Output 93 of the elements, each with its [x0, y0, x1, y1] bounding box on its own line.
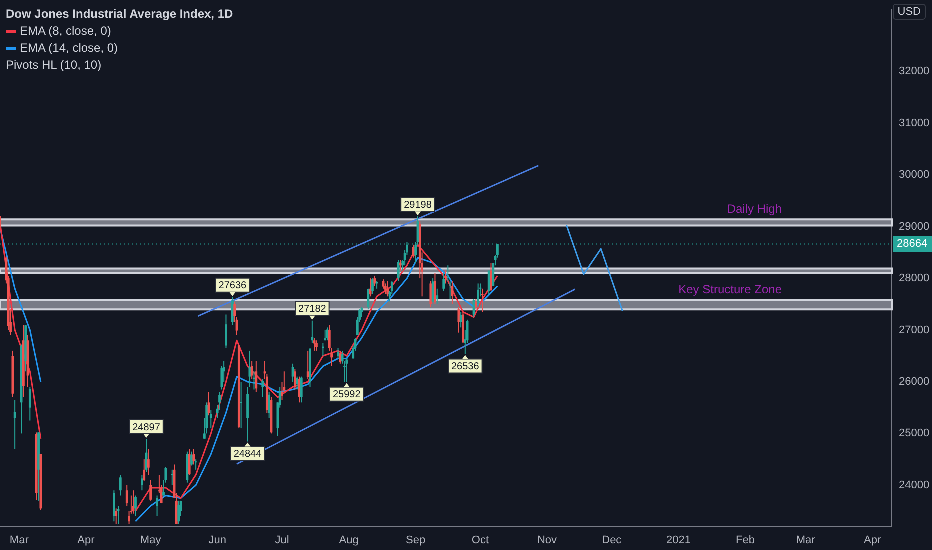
y-tick-label: 24000: [899, 479, 930, 492]
y-tick-label: 29000: [899, 220, 930, 233]
annotation: 27182: [298, 304, 327, 316]
annotation: 29198: [404, 200, 432, 211]
candlestick: [313, 338, 316, 352]
y-tick-label: 32000: [899, 66, 930, 78]
annotation: 24844: [234, 449, 262, 460]
ref-line-label: 28664: [897, 238, 928, 250]
x-tick-label: Aug: [339, 534, 359, 546]
candlestick: [14, 400, 16, 450]
band-label: Daily High: [727, 202, 782, 216]
candlestick: [294, 368, 296, 390]
candlestick: [300, 376, 303, 404]
y-tick-label: 25000: [899, 428, 930, 440]
y-tick-label: 30000: [899, 169, 930, 182]
candlestick: [322, 342, 324, 357]
annotation: 27636: [218, 280, 248, 292]
candlestick: [436, 288, 439, 305]
candlestick: [374, 275, 376, 287]
x-tick-label: May: [140, 534, 162, 546]
candlestick: [311, 320, 314, 344]
candlestick: [210, 410, 212, 430]
candlestick: [339, 350, 342, 364]
candlestick: [134, 495, 137, 517]
y-tick-label: 31000: [899, 117, 930, 130]
candlestick: [296, 376, 299, 390]
candlestick: [206, 402, 208, 434]
candlestick: [397, 260, 400, 282]
candlestick: [477, 283, 480, 308]
candlestick: [262, 378, 264, 398]
candlestick: [225, 314, 228, 349]
candlestick: [119, 474, 122, 496]
chart-title: Dow Jones Industrial Average Index, 1D: [6, 6, 234, 23]
candlestick: [141, 474, 144, 492]
candlestick: [150, 480, 152, 502]
candlestick: [442, 272, 446, 292]
legend-label: EMA (14, close, 0): [20, 40, 118, 57]
annotation: 26536: [451, 362, 480, 373]
y-tick-label: 27000: [899, 324, 930, 336]
candlestick: [194, 459, 198, 470]
candlestick: [430, 280, 432, 308]
candlestick: [367, 288, 370, 310]
x-tick-label: Dec: [602, 534, 622, 546]
candlestick: [220, 366, 224, 390]
candlestick: [115, 508, 118, 525]
annotation: 25992: [332, 390, 362, 401]
x-tick-label: Mar: [796, 534, 816, 546]
candlestick: [346, 358, 348, 383]
candlestick: [316, 340, 318, 352]
band-label: Key Structure Zone: [678, 282, 782, 297]
candlestick: [132, 490, 135, 514]
candlestick: [386, 280, 390, 298]
candlestick: [188, 448, 191, 476]
candlestick: [449, 280, 452, 300]
candlestick: [117, 506, 120, 525]
candlestick: [126, 484, 128, 507]
x-tick-label: Apr: [78, 534, 96, 546]
candlestick: [240, 381, 243, 430]
x-tick-label: Sep: [406, 534, 426, 546]
annotation: 24897: [132, 422, 161, 434]
candlestick: [171, 469, 174, 486]
candlestick: [112, 490, 116, 522]
candlestick: [156, 495, 158, 517]
x-tick-label: Feb: [736, 534, 755, 546]
candlestick: [268, 392, 271, 419]
legend-label: EMA (8, close, 0): [20, 23, 112, 40]
y-tick-label: 28000: [899, 272, 930, 285]
candlestick: [481, 288, 484, 313]
candlestick: [178, 500, 180, 525]
candlestick: [231, 296, 234, 326]
x-tick-label: Apr: [864, 534, 882, 546]
candlestick: [255, 360, 258, 393]
x-tick-label: Jul: [275, 534, 290, 546]
candlestick: [28, 386, 32, 422]
candlestick: [434, 272, 436, 305]
candlestick: [143, 459, 146, 482]
candlestick: [446, 265, 450, 282]
annotation: Pivots HL (10, 10): [6, 57, 103, 74]
candlestick: [474, 298, 478, 310]
text: USD: [892, 4, 926, 20]
x-tick-label: 2021: [666, 534, 691, 546]
candlestick: [248, 350, 252, 388]
x-tick-label: Oct: [472, 534, 490, 546]
y-tick-label: 26000: [899, 376, 930, 388]
candlestick: [147, 448, 150, 476]
x-tick-label: Mar: [10, 534, 30, 546]
candlestick: [458, 306, 460, 334]
candlestick: [246, 386, 249, 442]
candlestick: [369, 278, 372, 298]
x-tick-label: Jun: [208, 534, 226, 546]
x-tick-label: Nov: [537, 534, 558, 546]
candlestick: [384, 283, 387, 295]
candlestick: [372, 278, 374, 295]
